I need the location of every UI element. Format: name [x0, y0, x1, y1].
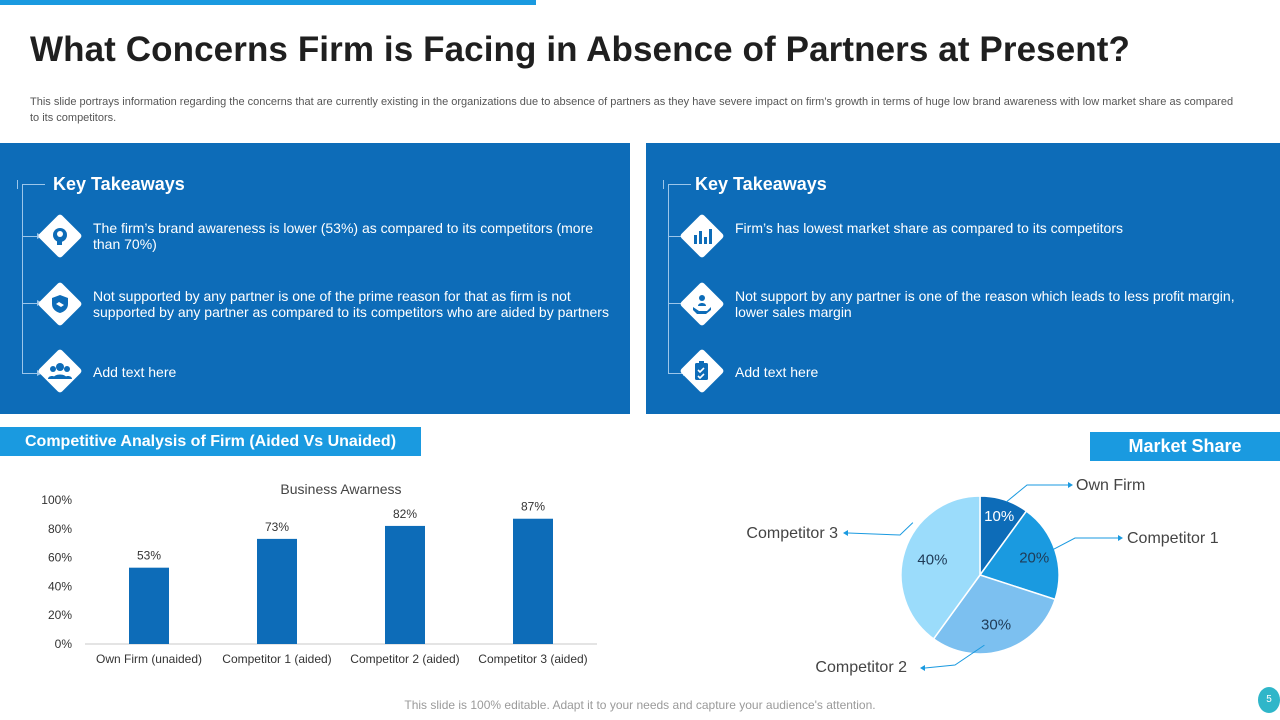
top-accent-bar [0, 0, 536, 5]
arrow-connector [22, 233, 43, 239]
leader-line [924, 644, 985, 669]
leader-line [1006, 484, 1068, 503]
arrow-head [843, 530, 848, 536]
leader-line [1050, 537, 1118, 552]
y-tick-label: 60% [48, 551, 72, 565]
takeaway-text: The firm’s brand awareness is lower (53%… [93, 220, 594, 252]
bar-data-label: 87% [521, 500, 545, 514]
bar [513, 518, 553, 644]
pie-category-label: Competitor 2 [815, 659, 907, 676]
pie-slice [932, 574, 1057, 655]
y-tick-label: 100% [41, 493, 72, 507]
page-title: What Concerns Firm is Facing in Absence … [30, 30, 1130, 69]
tree-tick [663, 180, 664, 189]
arrow-connector [22, 300, 43, 306]
head-brain-icon [44, 220, 76, 252]
pie-data-label: 30% [981, 616, 1011, 633]
page-number: 5 [1258, 687, 1280, 713]
pie-data-label: 20% [1019, 549, 1049, 566]
handshake-shield-icon [44, 288, 76, 320]
bar-chart: Business Awarness 0% 20% 40% 60% 80% 100% 53% Ow… [41, 481, 597, 666]
bar-data-label: 53% [137, 549, 161, 563]
y-tick-label: 40% [48, 579, 72, 593]
takeaway-text: Not support by any partner is one of the… [735, 288, 1235, 320]
pie-slice [900, 495, 981, 640]
tree-connector [22, 184, 45, 185]
chart-title: Business Awarness [280, 481, 401, 497]
takeaway-text: Not supported by any partner is one of t… [93, 288, 609, 320]
takeaway-text: Firm’s has lowest market share as compar… [735, 220, 1123, 236]
tree-line [22, 184, 23, 374]
pie-data-label: 10% [984, 508, 1014, 525]
y-tick-label: 20% [48, 608, 72, 622]
bar [129, 567, 169, 644]
pie-data-label: 40% [917, 552, 947, 569]
x-tick-label: Competitor 2 (aided) [350, 652, 459, 666]
x-tick-label: Competitor 3 (aided) [478, 652, 587, 666]
bar [257, 538, 297, 644]
team-icon [44, 355, 76, 387]
pie-slice [978, 510, 1060, 601]
pie-category-label: Own Firm [1076, 477, 1145, 494]
arrow-connector [22, 370, 43, 376]
arrow-head [1068, 482, 1073, 488]
arrow-head [920, 665, 925, 671]
takeaway-text: Add text here [735, 364, 819, 380]
panel-heading: Key Takeaways [695, 174, 827, 194]
market-share-header: Market Share [1090, 432, 1280, 461]
key-takeaways-panel-right: Key Takeaways Firm’s has lowest market s… [646, 143, 1280, 414]
hand-person-icon [686, 288, 718, 320]
tree-line [668, 184, 669, 374]
arrow-head [1118, 535, 1123, 541]
pie-category-label: Competitor 3 [746, 525, 838, 542]
leader-line [847, 522, 914, 536]
key-takeaways-panel-left: Key Takeaways The firm’s brand awareness… [0, 143, 630, 414]
y-tick-label: 80% [48, 522, 72, 536]
x-tick-label: Own Firm (unaided) [96, 652, 202, 666]
y-tick-label: 0% [55, 637, 73, 651]
footer-note: This slide is 100% editable. Adapt it to… [404, 698, 876, 712]
panel-heading: Key Takeaways [53, 174, 185, 194]
bar-data-label: 82% [393, 507, 417, 521]
competitive-analysis-header: Competitive Analysis of Firm (Aided Vs U… [0, 427, 421, 456]
bar [385, 525, 425, 644]
x-tick-label: Competitor 1 (aided) [222, 652, 331, 666]
tree-connector [668, 184, 691, 185]
pie-chart: 10% 20% 30% 40% Own Firm Competitor 1 Competit… [746, 477, 1219, 676]
pie-category-label: Competitor 1 [1127, 530, 1219, 547]
bar-chart-icon [686, 220, 718, 252]
takeaway-text: Add text here [93, 364, 177, 380]
tree-tick [17, 180, 18, 189]
bar-data-label: 73% [265, 520, 289, 534]
page-subtitle: This slide portrays information regardin… [30, 96, 1234, 124]
checklist-icon [686, 355, 718, 387]
